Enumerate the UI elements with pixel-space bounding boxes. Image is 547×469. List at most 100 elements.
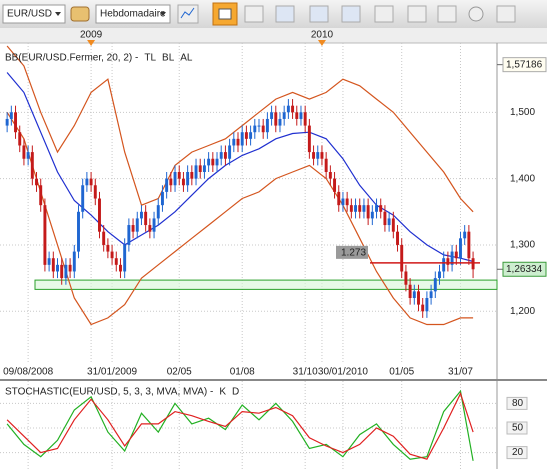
candle-body [64,264,68,279]
candle-body [341,198,345,206]
candle-body [349,205,353,212]
legend-entry: TL [144,53,156,64]
candle-body [282,112,286,119]
support-zone [34,279,498,290]
candle-body [35,178,38,186]
tool-button[interactable] [341,5,361,23]
icon [180,7,195,19]
tool-button[interactable] [407,5,427,23]
candle-body [165,178,169,192]
year-marker [87,40,96,46]
candle-body [240,132,244,146]
year-label: 2010 [311,30,334,41]
tool-button[interactable] [309,5,329,23]
candle-body [14,112,18,133]
candle-body [379,205,383,212]
candle-body [337,191,341,206]
candle-body [429,291,433,298]
candle-body [383,211,387,226]
candle-body [223,152,227,159]
candle-body [81,185,85,212]
series-line [6,72,474,263]
candle-body [202,165,206,172]
candle-body [219,152,223,159]
y-tick-box [506,396,528,410]
legend-entry: BL [162,53,175,64]
candle-body [404,271,408,285]
candle-body [375,205,378,212]
x-tick-label: 01/05 [389,367,414,378]
x-tick-label: 31/10 [293,367,318,378]
tool-button[interactable] [496,5,516,23]
candle-body [39,185,43,206]
y-tick-box [506,446,528,460]
legend-title: STOCHASTIC(EUR/USD, 5, 3, 3, MVA, MVA) - [5,387,213,398]
candle-body [56,264,59,272]
y-tick-label: 1,400 [510,173,535,184]
price-marker-box [502,261,547,277]
candle-body [467,231,471,259]
candle-body [244,132,248,139]
candle-body [26,152,30,159]
symbol: EUR/USD [7,9,52,20]
y-tick-label: 1,500 [510,107,535,118]
level-label: 1.273 [341,247,366,258]
x-tick-label: 31/07 [448,367,473,378]
series-line [6,389,474,461]
candle-body [47,258,51,265]
symbol-dropdown[interactable] [2,4,66,24]
candle-body [110,251,114,259]
candle-body [127,225,131,245]
candle-body [450,251,454,265]
candle-body [362,205,366,212]
level-box [336,245,368,259]
tool-button[interactable] [437,5,457,23]
candle-body [261,125,265,133]
candle-body [228,145,232,159]
y-tick-box [506,421,528,435]
x-tick-label: 31/01/2009 [87,367,137,378]
candle-body [135,218,139,232]
price-marker-box [502,57,547,73]
refresh-button[interactable] [468,6,484,22]
candle-body [370,211,374,219]
candle-body [232,138,236,146]
price-marker-label: 1,57186 [506,59,543,70]
candle-body [312,152,316,159]
candle-body [463,231,467,239]
candle-body [387,218,391,226]
candle-body [173,172,177,186]
candle-body [160,191,164,206]
zoom-button[interactable] [374,5,394,23]
candle-body [30,152,34,179]
candle-body [270,112,274,119]
candle-body [454,251,458,259]
period-dropdown[interactable] [95,4,171,24]
candle-body [123,244,127,272]
top-axis [0,28,547,43]
dropdown-arrow [160,12,166,16]
candle-body [358,205,362,212]
candle-body [333,178,337,192]
candle-body [119,264,122,272]
candle-body [102,231,106,245]
candle-body [139,211,143,219]
tool-button[interactable] [275,5,295,23]
candle-body [265,118,269,133]
dropdown-arrow [55,12,61,16]
candle-body [211,158,215,166]
x-tick-label: 01/08 [230,367,255,378]
candle-body [446,258,450,265]
candle-body [278,118,282,126]
candle-body [253,125,257,133]
candle-body [299,112,303,119]
candle-body [152,218,156,232]
candle-body [22,145,26,159]
chain-button[interactable] [70,6,90,22]
candle-body [85,178,89,186]
y-tick-label: 20 [512,447,524,458]
legend-entry: AL [180,53,193,64]
candle-body [354,205,358,212]
table-button[interactable] [244,5,264,23]
candle-body [177,172,181,179]
